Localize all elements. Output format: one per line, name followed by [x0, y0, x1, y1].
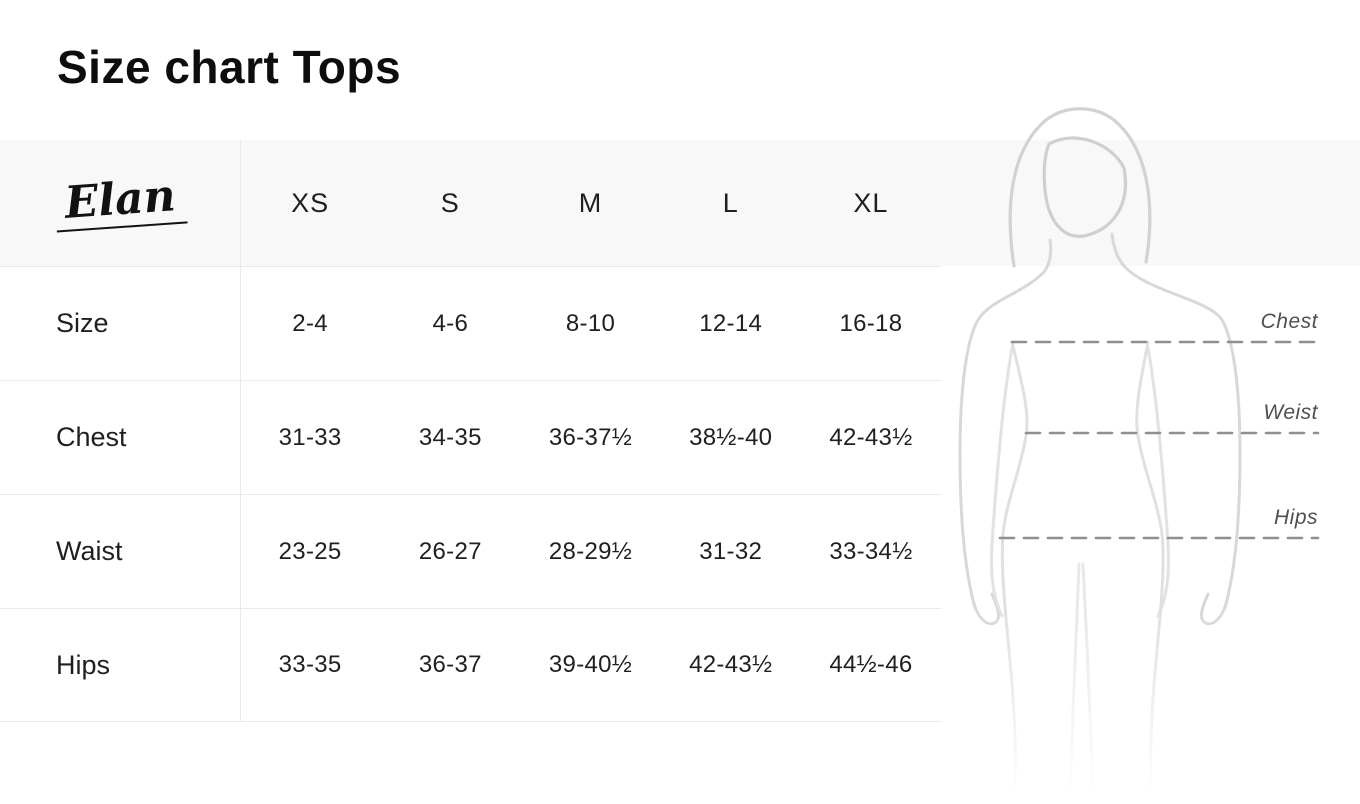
- column-header-xl: XL: [853, 187, 889, 218]
- figure-right-torso-leg-line: [1135, 340, 1165, 804]
- cell-chest-xs: 31-33: [278, 423, 342, 451]
- figure-left-inner-arm-line: [990, 346, 1014, 618]
- female-body-outline-illustration: [958, 107, 1320, 804]
- cell-hips-l: 42-43½: [689, 651, 773, 678]
- logo-column-divider: [240, 140, 241, 722]
- figure-right-arm-outline: [1110, 232, 1242, 626]
- cell-size-l: 12-14: [699, 309, 763, 337]
- weist-measurement-label: Weist: [1263, 401, 1318, 424]
- figure-left-arm-outline: [958, 238, 1053, 626]
- table-row-hips: Hips 33-35 36-37 39-40½ 42-43½ 44½-46: [0, 608, 941, 722]
- column-header-l: L: [722, 187, 739, 218]
- table-header-band: [0, 140, 1360, 266]
- cell-size-m: 8-10: [565, 309, 616, 337]
- cell-chest-m: 36-37½: [548, 423, 633, 451]
- chest-measurement-label: Chest: [1260, 310, 1318, 333]
- cell-waist-xs: 23-25: [278, 537, 342, 565]
- cell-waist-xl: 33-34½: [829, 537, 913, 565]
- body-measurement-figure: Chest Weist Hips: [950, 104, 1360, 804]
- row-label-hips: Hips: [56, 649, 111, 680]
- table-row-waist: Waist 23-25 26-27 28-29½ 31-32 33-34½: [0, 494, 941, 608]
- column-header-xs: XS: [291, 187, 330, 218]
- row-label-size: Size: [56, 308, 109, 338]
- page-title: Size chart Tops: [57, 41, 402, 93]
- table-row-chest: Chest 31-33 34-35 36-37½ 38½-40 42-43½: [0, 380, 941, 494]
- size-chart-header-row: Elan XS S M L XL: [0, 140, 941, 266]
- cell-hips-xl: 44½-46: [829, 651, 913, 678]
- figure-face-outline: [1042, 136, 1127, 238]
- row-label-waist: Waist: [56, 536, 123, 566]
- size-chart-table: Elan XS S M L XL Size 2-4 4-6 8-10 12-14…: [0, 140, 941, 722]
- hips-measurement-label: Hips: [1273, 506, 1318, 529]
- figure-inner-left-leg-line: [1068, 562, 1081, 804]
- cell-waist-s: 26-27: [418, 537, 482, 565]
- cell-chest-l: 38½-40: [689, 423, 773, 451]
- figure-left-torso-leg-line: [1000, 340, 1029, 804]
- table-row-size: Size 2-4 4-6 8-10 12-14 16-18: [0, 266, 941, 380]
- figure-inner-right-leg-line: [1081, 562, 1095, 804]
- cell-hips-s: 36-37: [418, 651, 482, 678]
- figure-hair-outline: [1008, 107, 1152, 268]
- cell-hips-m: 39-40½: [548, 651, 633, 678]
- column-header-m: M: [578, 187, 603, 218]
- brand-logo: Elan: [0, 140, 240, 266]
- cell-waist-l: 31-32: [699, 537, 763, 565]
- figure-right-inner-arm-line: [1146, 346, 1170, 618]
- row-label-chest: Chest: [56, 422, 127, 452]
- cell-size-xl: 16-18: [839, 309, 903, 337]
- cell-hips-xs: 33-35: [278, 651, 342, 678]
- cell-chest-xl: 42-43½: [829, 423, 913, 451]
- column-header-s: S: [440, 187, 460, 218]
- cell-chest-s: 34-35: [418, 423, 482, 451]
- cell-size-xs: 2-4: [292, 309, 328, 337]
- cell-size-s: 4-6: [432, 309, 469, 337]
- brand-logo-text: Elan: [53, 170, 187, 233]
- cell-waist-m: 28-29½: [548, 537, 633, 565]
